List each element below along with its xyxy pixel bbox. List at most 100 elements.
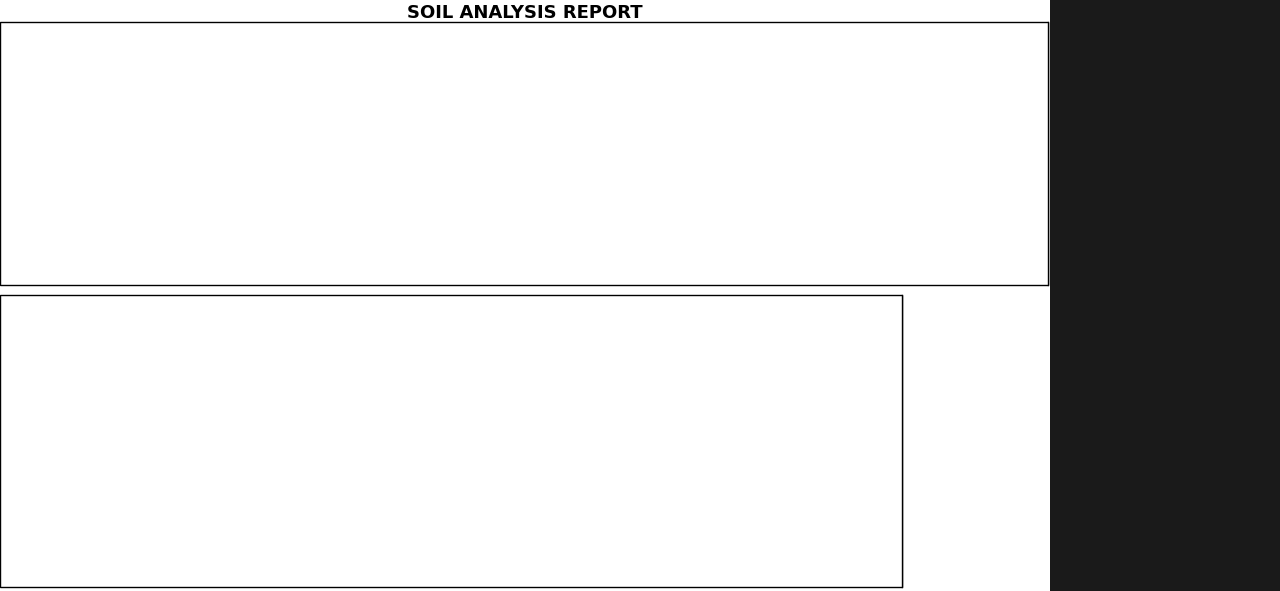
Text: ppm: ppm: [548, 378, 561, 382]
Bar: [532, 390, 600, 439]
Text: 17: 17: [435, 505, 453, 519]
Text: ppm: ppm: [488, 378, 500, 382]
Text: VH: VH: [703, 410, 717, 420]
Bar: [824, 250, 878, 285]
Text: 0.4: 0.4: [852, 505, 874, 519]
Bar: [230, 250, 292, 285]
Bar: [936, 180, 989, 215]
Bar: [125, 295, 160, 390]
Bar: [600, 439, 662, 488]
Text: L: L: [579, 557, 585, 567]
Text: 140: 140: [611, 505, 636, 519]
Text: 6.0: 6.0: [643, 226, 666, 239]
Text: ppm: ppm: [854, 378, 867, 382]
Bar: [532, 537, 600, 586]
Text: SULFUR
S
ICAP: SULFUR S ICAP: [438, 308, 462, 324]
Text: 9.6: 9.6: [737, 155, 759, 170]
Bar: [494, 250, 572, 285]
Bar: [424, 537, 476, 586]
Text: FB2: FB2: [5, 190, 32, 204]
Text: K: K: [383, 71, 389, 81]
Text: 3.5: 3.5: [790, 226, 810, 239]
Text: 103: 103: [367, 190, 393, 204]
Bar: [840, 390, 902, 439]
Bar: [662, 488, 722, 537]
Text: PHOSPHORUS: PHOSPHORUS: [227, 34, 292, 43]
Bar: [422, 145, 494, 180]
Text: L: L: [812, 457, 818, 470]
Text: RATE: RATE: [882, 378, 895, 382]
Text: CALCIUM: CALCIUM: [513, 40, 553, 48]
Bar: [0, 180, 1048, 215]
Bar: [0, 537, 35, 586]
Text: 30: 30: [184, 261, 201, 274]
Bar: [1050, 0, 1280, 591]
Bar: [632, 215, 676, 250]
Text: 2: 2: [397, 554, 406, 569]
Text: M: M: [406, 157, 415, 167]
Text: 18.1: 18.1: [837, 156, 865, 169]
Text: M: M: [461, 459, 470, 469]
Text: RATE: RATE: [399, 134, 413, 138]
Text: Na: Na: [595, 71, 609, 81]
Text: M: M: [461, 410, 470, 420]
Bar: [532, 488, 600, 537]
Bar: [776, 22, 824, 145]
Bar: [349, 215, 422, 250]
Bar: [878, 180, 936, 215]
Text: 0-6: 0-6: [90, 506, 110, 519]
Text: 111: 111: [242, 226, 268, 239]
Text: pH: pH: [669, 40, 684, 48]
Bar: [878, 22, 936, 145]
Text: RATE: RATE: [612, 134, 626, 138]
Text: 67: 67: [246, 155, 264, 170]
Text: 25: 25: [593, 190, 611, 204]
Text: H: H: [215, 262, 223, 272]
Text: VH: VH: [475, 193, 489, 203]
Text: VL: VL: [758, 508, 771, 518]
Text: 0.2: 0.2: [852, 456, 874, 470]
Text: ppm: ppm: [367, 134, 380, 138]
Text: 69.9: 69.9: [893, 191, 920, 204]
Bar: [74, 488, 125, 537]
Bar: [349, 250, 422, 285]
Bar: [824, 180, 878, 215]
Bar: [349, 22, 632, 33]
Text: RATE: RATE: [579, 378, 591, 382]
Text: VH: VH: [475, 228, 489, 238]
Bar: [676, 145, 719, 180]
Bar: [349, 180, 422, 215]
Text: 1.2: 1.2: [1009, 191, 1029, 204]
Bar: [168, 215, 230, 250]
Text: SOIL ANALYSIS REPORT: SOIL ANALYSIS REPORT: [407, 4, 643, 22]
Text: COPPER
Cu
DTPA: COPPER Cu DTPA: [680, 308, 704, 324]
Text: NEUTRAL AMMONIUM ACETATE (EXCHANGEABLE): NEUTRAL AMMONIUM ACETATE (EXCHANGEABLE): [406, 24, 577, 30]
Text: M: M: [577, 410, 586, 420]
Bar: [349, 145, 422, 180]
Bar: [989, 22, 1048, 145]
Text: ppm: ppm: [614, 378, 627, 382]
Text: VH: VH: [703, 459, 717, 469]
Text: 203: 203: [439, 226, 466, 239]
Bar: [0, 295, 902, 587]
Text: 5.1: 5.1: [486, 408, 508, 421]
Text: 2: 2: [50, 408, 59, 421]
Text: VH: VH: [643, 410, 657, 420]
Text: RATE: RATE: [271, 134, 285, 138]
Text: VH: VH: [513, 508, 527, 518]
Text: M: M: [406, 193, 415, 203]
Text: VH: VH: [475, 157, 489, 167]
Bar: [0, 439, 902, 488]
Text: Ca: Ca: [526, 71, 539, 81]
Text: 18.0: 18.0: [837, 261, 865, 274]
Text: P₂
(STRONG BRAY)
1:7: P₂ (STRONG BRAY) 1:7: [239, 61, 283, 78]
Bar: [776, 180, 824, 215]
Text: 120: 120: [611, 554, 636, 569]
Text: 2.8: 2.8: [790, 156, 810, 169]
Bar: [600, 295, 662, 587]
Bar: [600, 295, 662, 390]
Bar: [0, 439, 35, 488]
Bar: [0, 215, 1048, 250]
Text: 1.2: 1.2: [1009, 261, 1029, 274]
Bar: [532, 295, 600, 390]
